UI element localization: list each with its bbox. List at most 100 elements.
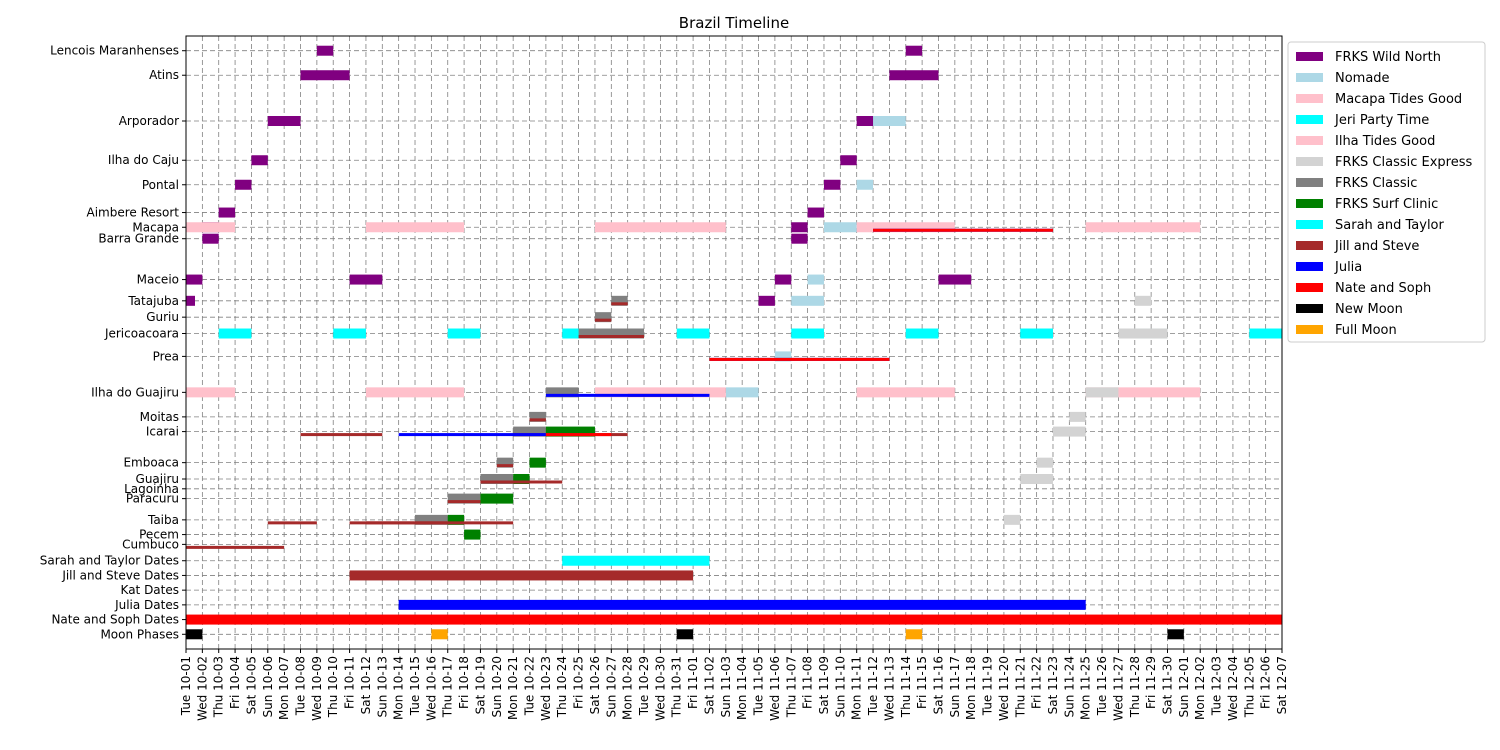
x-tick-label: Thu 12-05 xyxy=(1242,656,1256,718)
timeline-bars xyxy=(186,45,1282,640)
timeline-bar xyxy=(529,411,546,422)
timeline-bar xyxy=(545,426,595,437)
timeline-bar xyxy=(856,387,955,398)
legend-frame xyxy=(1287,41,1486,343)
x-tick-label: Fri 11-29 xyxy=(1144,656,1158,709)
x-tick-label: Wed 11-13 xyxy=(882,656,896,721)
timeline-bar xyxy=(447,493,481,504)
timeline-bar xyxy=(1134,295,1152,306)
x-axis-ticks: Tue 10-01 Wed 10-02 Thu 10-03 Fri 10-04 Sat … xyxy=(179,649,1289,721)
timeline-bar xyxy=(1118,328,1168,339)
x-tick-label: Fri 10-11 xyxy=(343,656,357,709)
legend-swatch xyxy=(1296,178,1323,187)
timeline-bar xyxy=(447,500,481,504)
timeline-bar xyxy=(823,179,841,190)
legend-label: FRKS Surf Clinic xyxy=(1335,197,1438,212)
x-tick-label: Tue 11-05 xyxy=(752,656,766,716)
timeline-bar xyxy=(545,387,579,398)
legend-label: New Moon xyxy=(1335,302,1403,317)
x-tick-label: Thu 10-24 xyxy=(555,656,569,718)
x-tick-label: Mon 12-02 xyxy=(1193,656,1207,720)
y-tick-label: Ilha do Guajiru xyxy=(91,385,179,399)
x-tick-label: Wed 11-06 xyxy=(768,656,782,721)
y-tick-label: Aimbere Resort xyxy=(86,206,179,220)
timeline-bar xyxy=(905,328,939,339)
x-tick-label: Sat 11-23 xyxy=(1046,656,1060,714)
y-tick-label: Atins xyxy=(149,68,179,82)
x-tick-label: Fri 11-22 xyxy=(1030,656,1044,709)
timeline-bar xyxy=(267,521,317,525)
timeline-bar xyxy=(676,328,710,339)
timeline-bar xyxy=(202,233,219,244)
x-tick-label: Wed 10-23 xyxy=(539,656,553,721)
x-tick-label: Thu 10-10 xyxy=(326,656,340,718)
timeline-bar xyxy=(349,570,694,581)
x-tick-label: Sat 11-30 xyxy=(1160,656,1174,714)
legend-swatch xyxy=(1296,325,1323,334)
x-tick-label: Wed 11-20 xyxy=(997,656,1011,721)
x-tick-label: Fri 10-18 xyxy=(457,656,471,709)
legend-swatch xyxy=(1296,136,1323,145)
x-tick-label: Sun 11-17 xyxy=(948,656,962,718)
x-tick-label: Tue 10-08 xyxy=(294,656,308,716)
timeline-bar xyxy=(873,228,1053,232)
x-tick-label: Sun 11-03 xyxy=(719,656,733,718)
timeline-bar xyxy=(349,521,448,525)
timeline-bar xyxy=(480,480,563,484)
x-tick-label: Sat 11-09 xyxy=(817,656,831,714)
x-tick-label: Sun 10-20 xyxy=(490,656,504,718)
timeline-bar xyxy=(774,274,792,285)
y-tick-label: Barra Grande xyxy=(98,232,179,246)
timeline-bar xyxy=(398,599,1086,610)
timeline-bar xyxy=(496,464,514,468)
timeline-bar xyxy=(300,70,350,81)
timeline-bar xyxy=(1249,328,1282,339)
y-tick-label: Taiba xyxy=(147,513,179,527)
timeline-bar xyxy=(480,473,514,484)
timeline-bar xyxy=(267,116,301,127)
timeline-bar xyxy=(300,433,383,437)
legend-label: Julia xyxy=(1334,260,1362,275)
legend-swatch xyxy=(1296,220,1323,229)
timeline-bar xyxy=(791,295,824,306)
x-tick-label: Sun 11-10 xyxy=(833,656,847,718)
legend-swatch xyxy=(1296,52,1323,61)
timeline-bar xyxy=(791,233,808,244)
timeline-bar xyxy=(905,629,923,640)
timeline-bar xyxy=(1020,328,1053,339)
timeline-bar xyxy=(545,433,612,437)
legend-swatch xyxy=(1296,241,1323,250)
timeline-bar xyxy=(1020,473,1053,484)
x-tick-label: Mon 10-21 xyxy=(506,656,520,720)
timeline-bar xyxy=(464,529,481,540)
timeline-bar xyxy=(186,614,1282,625)
timeline-bar xyxy=(1167,629,1184,640)
timeline-bar xyxy=(905,45,923,56)
x-tick-label: Wed 10-02 xyxy=(195,656,209,721)
timeline-bar xyxy=(365,387,465,398)
timeline-bar xyxy=(513,473,530,484)
timeline-bar xyxy=(235,179,252,190)
y-tick-label: Pecem xyxy=(139,528,179,542)
y-tick-label: Arporador xyxy=(119,114,179,128)
x-tick-label: Sat 12-07 xyxy=(1275,656,1289,714)
timeline-bar xyxy=(1003,514,1021,525)
x-tick-label: Sat 10-12 xyxy=(359,656,373,714)
timeline-bar xyxy=(431,629,448,640)
timeline-bar xyxy=(594,222,726,233)
timeline-bar xyxy=(218,207,236,218)
timeline-bar xyxy=(758,295,775,306)
y-tick-label: Lagoinha xyxy=(124,482,179,496)
timeline-bar xyxy=(186,274,203,285)
timeline-bar xyxy=(791,328,824,339)
timeline-bar xyxy=(333,328,366,339)
legend-label: Macapa Tides Good xyxy=(1335,92,1462,107)
x-tick-label: Wed 10-16 xyxy=(424,656,438,721)
y-tick-label: Pontal xyxy=(142,178,179,192)
timeline-bar xyxy=(594,387,726,398)
y-tick-label: Paracuru xyxy=(126,492,179,506)
timeline-bar xyxy=(529,457,546,468)
timeline-bar xyxy=(856,179,874,190)
timeline-bar xyxy=(1085,222,1201,233)
